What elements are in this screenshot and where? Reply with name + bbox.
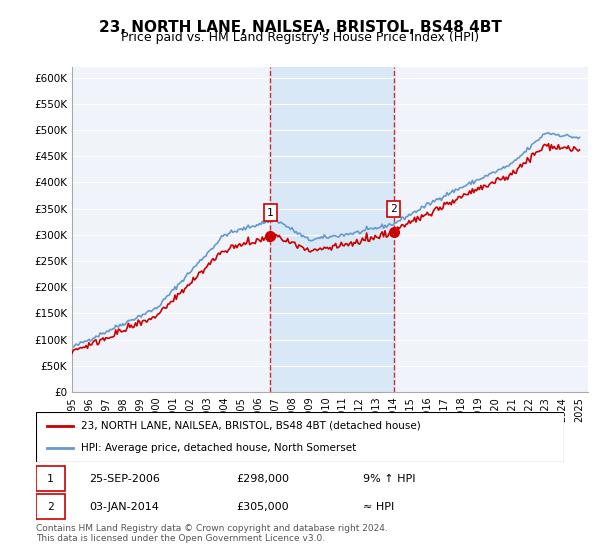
Text: 1: 1: [267, 208, 274, 217]
FancyBboxPatch shape: [36, 494, 65, 519]
Text: 2: 2: [47, 502, 53, 512]
Text: £298,000: £298,000: [236, 474, 290, 484]
Text: 23, NORTH LANE, NAILSEA, BRISTOL, BS48 4BT: 23, NORTH LANE, NAILSEA, BRISTOL, BS48 4…: [98, 20, 502, 35]
Text: £305,000: £305,000: [236, 502, 289, 512]
Text: HPI: Average price, detached house, North Somerset: HPI: Average price, detached house, Nort…: [81, 443, 356, 453]
Text: 03-JAN-2014: 03-JAN-2014: [89, 502, 158, 512]
Text: 2: 2: [390, 204, 397, 214]
Text: 25-SEP-2006: 25-SEP-2006: [89, 474, 160, 484]
Text: Contains HM Land Registry data © Crown copyright and database right 2024.
This d: Contains HM Land Registry data © Crown c…: [36, 524, 388, 543]
Text: Price paid vs. HM Land Registry's House Price Index (HPI): Price paid vs. HM Land Registry's House …: [121, 31, 479, 44]
Text: 1: 1: [47, 474, 53, 484]
Text: 9% ↑ HPI: 9% ↑ HPI: [364, 474, 416, 484]
FancyBboxPatch shape: [36, 466, 65, 491]
FancyBboxPatch shape: [36, 412, 564, 462]
Text: ≈ HPI: ≈ HPI: [364, 502, 395, 512]
Text: 23, NORTH LANE, NAILSEA, BRISTOL, BS48 4BT (detached house): 23, NORTH LANE, NAILSEA, BRISTOL, BS48 4…: [81, 421, 421, 431]
Bar: [271, 67, 394, 392]
